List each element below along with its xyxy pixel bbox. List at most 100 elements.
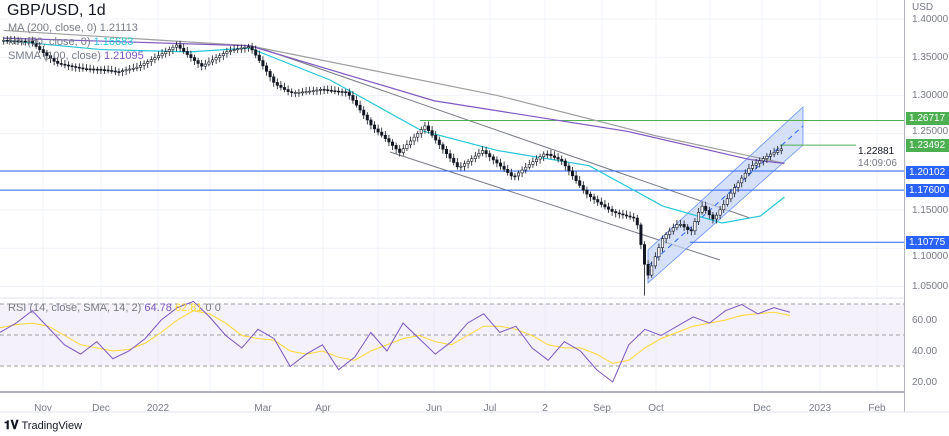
- candle: [182, 47, 186, 52]
- legend-ma200[interactable]: MA (200, close, 0) 1.21113: [8, 22, 138, 35]
- candle: [434, 135, 438, 141]
- candle: [311, 90, 315, 92]
- ma50-label: MA (50, close, 0): [8, 36, 91, 48]
- currency-label: USD: [912, 2, 934, 13]
- candle: [160, 53, 164, 57]
- candle: [351, 95, 355, 101]
- candle: [553, 155, 557, 158]
- candle: [203, 63, 207, 67]
- time-tick: Mar: [254, 403, 272, 414]
- candle: [736, 182, 740, 188]
- candle: [563, 160, 567, 167]
- symbol-title[interactable]: GBP/USD, 1d: [7, 2, 106, 19]
- candle: [412, 136, 416, 142]
- bar-countdown: 14:09:06: [858, 158, 897, 169]
- candle: [380, 131, 384, 136]
- candle: [31, 40, 35, 44]
- candle: [628, 215, 632, 218]
- candle: [77, 66, 81, 69]
- legend-ma50[interactable]: MA (50, close, 0) 1.16683: [8, 36, 133, 49]
- candle: [247, 46, 251, 49]
- candle: [315, 89, 319, 92]
- level-label-5: 1.10775: [906, 236, 949, 249]
- candle: [257, 54, 261, 61]
- candle: [329, 89, 333, 92]
- candle: [16, 40, 20, 43]
- rsi-tick: 20.00: [912, 377, 938, 388]
- candle: [207, 61, 211, 65]
- candle: [398, 148, 402, 153]
- candle: [387, 138, 391, 143]
- candle: [625, 214, 629, 217]
- candle: [520, 169, 524, 174]
- branding-text: TradingView: [21, 420, 83, 432]
- candle: [254, 49, 258, 56]
- candle: [401, 148, 405, 153]
- candle: [473, 155, 477, 159]
- candle: [189, 54, 193, 58]
- candle: [535, 158, 539, 163]
- candle: [164, 51, 168, 55]
- time-tick: Dec: [92, 403, 110, 414]
- ma200-label: MA (200, close, 0): [8, 22, 97, 34]
- candle: [592, 196, 596, 200]
- candle: [668, 230, 672, 235]
- candle: [704, 205, 708, 211]
- candle: [196, 60, 200, 64]
- candle: [200, 63, 204, 67]
- candle: [229, 50, 233, 52]
- candle: [556, 157, 560, 160]
- rsi-tick: 40.00: [912, 346, 938, 357]
- candle: [499, 162, 503, 167]
- candle: [5, 40, 9, 42]
- candle: [225, 51, 229, 54]
- ma200-value: 1.21113: [99, 22, 138, 34]
- candle: [686, 226, 690, 230]
- rsi-label: RSI (14, close, SMA, 14, 2): [8, 302, 142, 314]
- candle: [391, 141, 395, 146]
- candle: [369, 119, 373, 126]
- time-tick: Oct: [648, 403, 664, 414]
- candle: [38, 46, 42, 50]
- candle: [445, 148, 449, 155]
- time-tick: Jun: [425, 403, 443, 414]
- price-tick: 1.15000: [912, 205, 949, 216]
- candle: [157, 55, 161, 59]
- candle: [632, 216, 636, 219]
- candle: [466, 160, 470, 165]
- candle: [67, 64, 71, 67]
- candle: [581, 185, 585, 191]
- candle: [481, 150, 485, 154]
- candle: [776, 150, 780, 153]
- candle: [621, 213, 625, 216]
- time-tick: Dec: [753, 403, 771, 414]
- candle: [610, 208, 614, 212]
- tradingview-logo[interactable]: 𝟏𝐕 TradingView: [4, 418, 83, 432]
- candle: [265, 65, 269, 72]
- candle: [286, 89, 290, 92]
- candle: [542, 153, 546, 157]
- candle: [268, 71, 272, 78]
- candle: [239, 47, 243, 50]
- candle: [578, 180, 582, 186]
- candle: [671, 227, 675, 232]
- candle: [718, 209, 722, 216]
- candle: [470, 158, 474, 162]
- legend-rsi[interactable]: RSI (14, close, SMA, 14, 2) 64.78 62.81 …: [8, 302, 221, 315]
- candle: [495, 159, 499, 164]
- candle: [103, 69, 107, 71]
- price-tick: 1.05000: [912, 281, 949, 292]
- candle: [337, 90, 341, 93]
- candle: [484, 150, 488, 154]
- legend-smma100[interactable]: SMMA (100, close) 1.21095: [8, 50, 144, 63]
- candle: [506, 169, 510, 173]
- candle: [477, 153, 481, 157]
- candle: [319, 89, 323, 91]
- candle: [715, 214, 719, 220]
- ma50-line: [3, 39, 785, 224]
- candle: [279, 85, 283, 88]
- candle: [124, 69, 128, 72]
- time-tick: 2023: [808, 403, 832, 414]
- candle: [722, 204, 726, 211]
